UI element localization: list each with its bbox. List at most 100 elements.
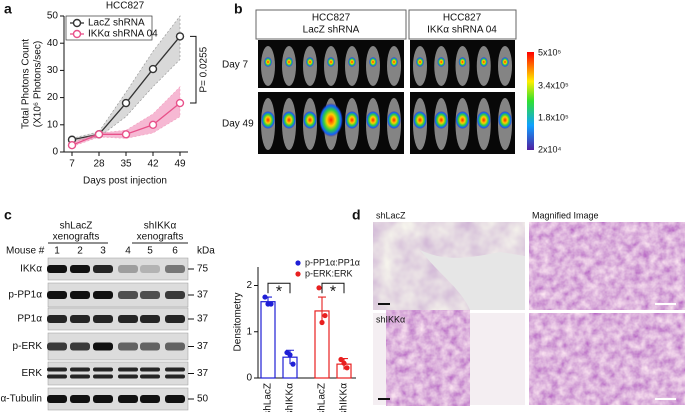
lane-label: 5 [147,246,153,257]
blot-band [165,342,185,351]
blot-band [140,395,160,403]
x-tick-label: 49 [174,159,186,170]
group-label: xenografts [137,232,184,243]
replicate-point [322,312,328,319]
marker-label: 37 [197,368,209,379]
blot-band [70,342,90,351]
y-tick-label: 2 [246,280,252,291]
panel-label: c [4,207,12,223]
x-tick-label: 28 [93,159,105,170]
y-axis-label: Total Photons Count [21,39,32,129]
signal [416,57,424,67]
blot-row-label: IKKα [20,264,42,275]
replicate-point [344,365,350,371]
image-header: HCC827 [312,13,351,24]
blot-band [70,265,90,273]
blot-band [165,315,185,323]
x-tick-label: shIKKα [285,383,296,412]
blot-band [118,395,138,403]
x-tick-label: 35 [120,159,132,170]
blot-band [118,367,138,372]
empty-region [420,250,525,310]
blot-band [70,367,90,372]
signal [501,57,509,67]
replicate-point [265,301,271,307]
blot-band [140,367,160,372]
x-tick-label: shIKKα [339,383,350,412]
signal [390,57,398,67]
blot-band [93,342,113,351]
legend-label: IKKα shRNA 04 [88,29,158,40]
blot-band [140,315,160,323]
data-point [94,130,104,139]
signal [345,111,359,129]
histology-image [529,222,685,310]
signal [306,57,314,67]
data-point [148,120,158,130]
blot-band [93,395,113,403]
blot-row-label: ERK [21,368,42,379]
y-tick-label: 40 [47,38,59,49]
blot-band [118,291,138,299]
blot-band [70,291,90,299]
legend-marker [72,29,82,39]
blot-row-label: p-ERK [13,341,43,352]
blot-row-label: α-Tubulin [0,394,42,405]
blot-row-label: p-PP1α [8,290,42,301]
blot-band [47,315,67,323]
image-label: Magnified Image [532,210,599,220]
panel-label: a [4,1,12,17]
blot-band [165,265,185,273]
blot-strip [47,361,189,386]
image-label: shIKKα [376,314,405,324]
colorbar-label: 1.8x10⁵ [538,112,569,122]
signal [264,57,272,67]
blot-band [118,374,138,379]
signal [319,103,343,137]
confidence-band [71,85,181,147]
x-tick-label: 42 [147,159,159,170]
signal [303,111,317,129]
blot-band [47,342,67,351]
image-label: shLacZ [376,210,406,220]
blot-band [47,265,67,273]
blot-band [47,367,67,372]
blot-row-label: PP1α [17,314,42,325]
blot-band [70,315,90,323]
colorbar-label: 3.4x10⁵ [538,80,569,90]
signal [413,111,427,129]
signal [261,111,275,129]
legend-label: p-PP1α:PP1α [305,257,360,267]
blot-band [140,374,160,379]
blot-band [165,395,185,403]
data-point [67,140,77,150]
data-point [175,32,185,41]
x-tick-label: 7 [69,159,75,170]
blot-band [140,291,160,299]
blot-band [118,342,138,351]
data-point [121,98,131,108]
signal [437,57,446,67]
significance-bracket [321,282,345,294]
y-tick-label: 1 [246,326,252,337]
blot-band [165,374,185,379]
legend-marker [295,271,301,277]
signal [366,111,380,129]
lesion [386,310,470,406]
replicate-point [287,352,293,358]
group-label: shIKKα [144,221,177,232]
image-header: IKKα shRNA 04 [427,25,497,36]
signal [285,57,293,67]
histology-image [529,313,685,405]
annotation: * [330,283,336,300]
signal [458,57,467,67]
marker-label: 50 [197,394,209,405]
y-tick-label: 0 [52,147,58,158]
blot-band [118,315,138,323]
blot-band [70,395,90,403]
signal [498,111,512,129]
image-header: LacZ shRNA [303,25,360,36]
y-tick-label: 10 [47,119,59,130]
lane-label: 3 [100,246,106,257]
